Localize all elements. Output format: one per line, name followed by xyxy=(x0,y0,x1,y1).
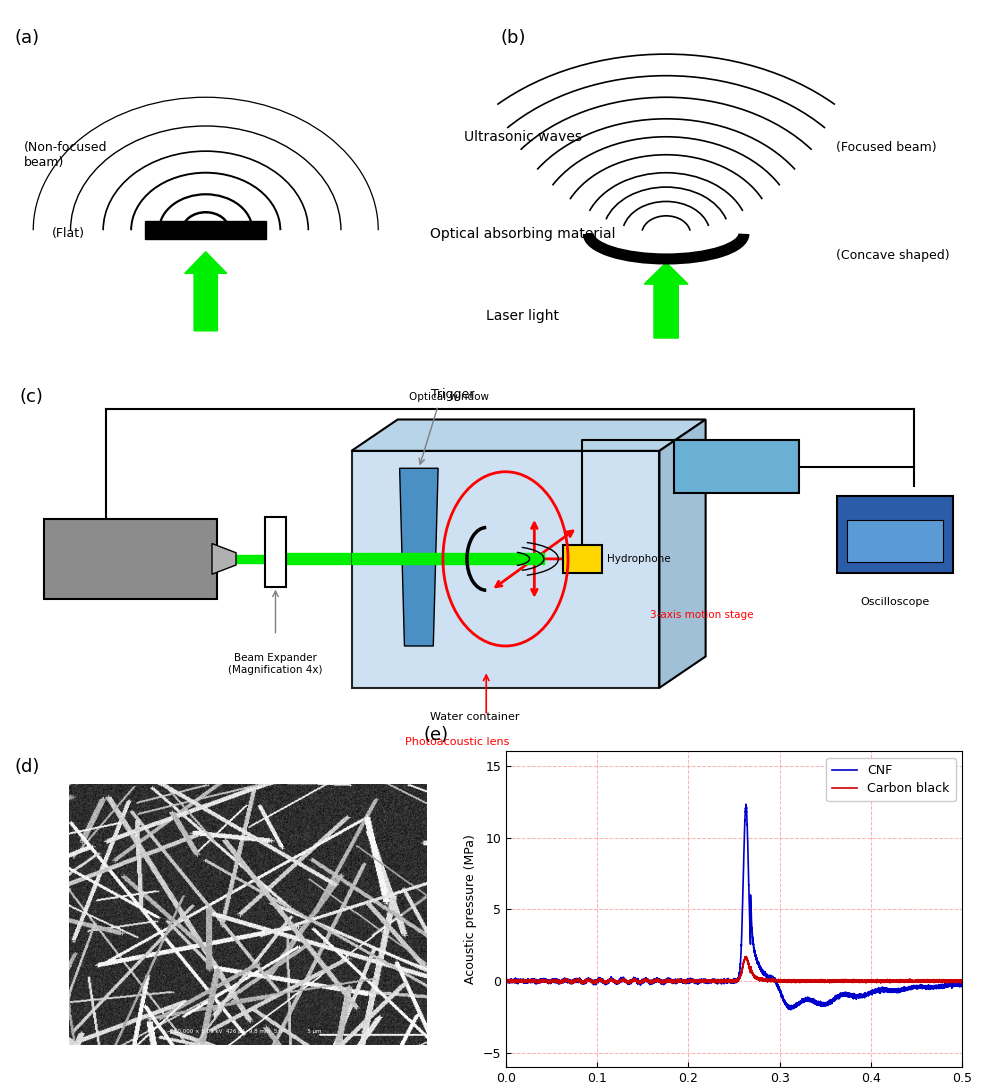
Text: (Non-focused
beam): (Non-focused beam) xyxy=(24,140,107,169)
Legend: CNF, Carbon black: CNF, Carbon black xyxy=(826,758,956,802)
Polygon shape xyxy=(660,419,705,688)
Text: 10,000 × 5.00 kV  426 pA  9.8 mm  5 it              5 µm: 10,000 × 5.00 kV 426 pA 9.8 mm 5 it 5 µm xyxy=(175,1029,321,1035)
Line: Carbon black: Carbon black xyxy=(506,956,962,983)
CNF xyxy=(785,1003,797,1016)
Text: Nd:YAG Laser: Nd:YAG Laser xyxy=(93,554,168,564)
Y-axis label: Acoustic pressure (MPa): Acoustic pressure (MPa) xyxy=(464,834,477,984)
Text: 3-axis motion stage: 3-axis motion stage xyxy=(650,610,753,620)
Carbon black xyxy=(528,975,540,988)
Text: Trigger: Trigger xyxy=(431,388,474,401)
Text: Oscilloscope: Oscilloscope xyxy=(860,597,930,608)
Text: (c): (c) xyxy=(20,388,44,406)
Text: (e): (e) xyxy=(424,726,449,744)
CNF xyxy=(500,975,512,988)
FancyArrow shape xyxy=(644,262,688,338)
CNF xyxy=(519,975,531,988)
Text: Water container: Water container xyxy=(430,712,520,722)
Bar xyxy=(351,451,660,688)
FancyBboxPatch shape xyxy=(44,518,217,599)
CNF xyxy=(589,976,601,989)
Carbon black xyxy=(589,976,601,989)
Text: (a): (a) xyxy=(15,29,40,47)
Text: Optical window: Optical window xyxy=(410,392,489,402)
Bar xyxy=(837,497,953,573)
Line: CNF: CNF xyxy=(506,804,962,1010)
Carbon black xyxy=(740,950,752,963)
Bar xyxy=(847,521,943,562)
CNF xyxy=(740,797,752,810)
FancyArrow shape xyxy=(286,553,349,564)
CNF xyxy=(528,975,540,988)
CNF xyxy=(932,979,944,992)
Text: Preamp: Preamp xyxy=(714,460,759,473)
Polygon shape xyxy=(351,419,705,451)
Carbon black xyxy=(932,975,944,988)
Bar xyxy=(563,544,602,573)
FancyArrow shape xyxy=(236,554,263,563)
Carbon black xyxy=(519,975,531,988)
Carbon black xyxy=(502,975,514,988)
Text: (b): (b) xyxy=(501,29,527,47)
CNF xyxy=(956,978,968,991)
CNF xyxy=(723,975,735,988)
Text: (Concave shaped): (Concave shaped) xyxy=(836,249,950,261)
Bar xyxy=(674,440,799,492)
Bar xyxy=(145,221,266,240)
Text: Ultrasonic waves: Ultrasonic waves xyxy=(464,130,581,144)
Polygon shape xyxy=(400,468,438,646)
Text: (Flat): (Flat) xyxy=(52,228,84,241)
CNF xyxy=(502,975,514,988)
Text: Optical absorbing material: Optical absorbing material xyxy=(431,227,615,241)
Text: Laser light: Laser light xyxy=(486,309,559,323)
FancyArrow shape xyxy=(185,252,227,331)
Text: (d): (d) xyxy=(14,758,40,775)
Carbon black xyxy=(723,975,735,988)
Carbon black xyxy=(500,975,512,988)
Text: Beam Expander
(Magnification 4x): Beam Expander (Magnification 4x) xyxy=(228,653,322,674)
FancyArrow shape xyxy=(351,553,544,564)
Text: (Focused beam): (Focused beam) xyxy=(836,142,936,154)
Bar xyxy=(265,517,286,587)
Text: Hydrophone: Hydrophone xyxy=(606,554,671,564)
Carbon black xyxy=(956,976,968,989)
Carbon black xyxy=(589,977,601,990)
Text: Photoacoustic lens: Photoacoustic lens xyxy=(405,736,510,747)
Polygon shape xyxy=(212,543,236,574)
